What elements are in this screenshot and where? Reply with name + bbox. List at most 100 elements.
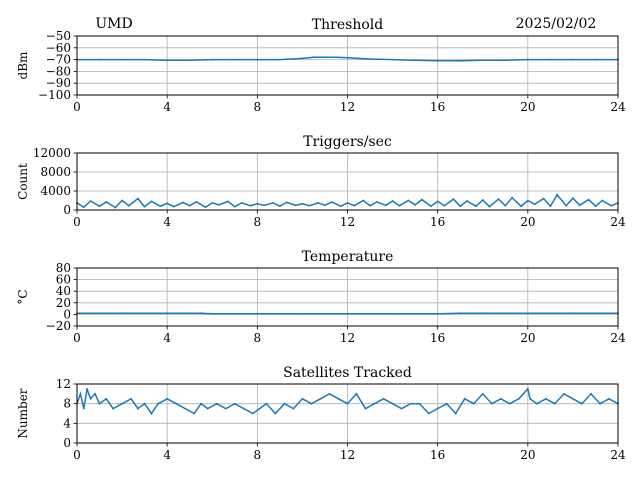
data-point [382,397,385,400]
y-tick-label: 12 [56,377,71,391]
data-point [206,407,209,410]
data-point [279,205,281,208]
data-point [308,204,311,207]
data-point [590,392,592,395]
data-point [98,205,101,208]
x-tick-label: 16 [430,448,445,462]
data-point [554,402,556,405]
y-axis-label: dBm [16,51,30,80]
data-point [430,205,432,208]
data-point [599,402,601,405]
data-point [436,59,439,62]
data-point [173,205,175,208]
y-tick-label: 60 [56,273,71,287]
data-point [328,392,331,395]
x-tick-label: 20 [520,215,535,229]
y-tick-label: 40 [56,284,71,298]
data-point [301,57,304,60]
data-point [159,205,162,208]
y-axis-label: Number [16,388,30,438]
y-tick-label: 8000 [40,165,71,179]
x-tick-label: 4 [163,448,171,462]
data-point [409,402,412,405]
data-point [601,199,604,202]
data-point [572,312,574,315]
data-point [353,204,356,207]
y-tick-label: 0 [63,203,71,217]
y-tick-label: 0 [63,436,71,450]
data-point [407,199,410,202]
data-point [375,201,378,203]
data-point [242,407,245,410]
x-tick-label: 24 [610,100,626,114]
data-point [357,57,360,60]
data-point [335,56,338,59]
y-tick-label: 20 [56,296,71,310]
data-point [414,203,416,206]
x-tick-label: 16 [430,331,445,345]
data-point [218,203,220,206]
data-point [184,407,187,410]
data-point [526,312,529,315]
data-point [610,204,613,207]
data-point [310,402,313,405]
data-point [233,402,236,405]
x-tick-label: 0 [73,100,81,114]
data-point [549,205,552,208]
x-tick-label: 16 [430,100,445,114]
data-point [195,201,198,203]
series-line-0 [76,387,619,415]
x-tick-label: 4 [163,215,171,229]
data-point [373,402,376,405]
data-point [488,205,491,208]
data-point [436,312,439,315]
data-point [346,312,349,315]
data-point [143,205,146,208]
data-point [346,202,349,204]
data-point [143,58,146,61]
data-point [301,312,304,315]
x-tick-label: 8 [254,100,262,114]
y-tick-label: 4000 [40,184,71,198]
data-point [200,312,202,315]
data-point [427,412,430,415]
data-point [324,204,326,207]
data-point [572,397,574,400]
data-point [364,407,367,410]
data-point [121,58,123,61]
y-tick-label: −60 [46,41,71,55]
y-tick-label: 12000 [33,146,71,160]
data-point [504,59,507,62]
panel-1: 0 4 8 12 16 20 24 0 4000 8000 12000 Triggers/sec Cou… [16,134,626,229]
data-point [211,58,214,61]
y-axis-label: °C [16,289,30,304]
data-point [594,58,597,61]
x-tick-label: 20 [520,100,535,114]
data-point [414,59,416,62]
data-point [572,58,574,61]
data-point [475,205,477,208]
data-point [233,205,236,208]
panel-3: 0 4 8 12 16 20 24 0 4 8 12 Satellites Tracked Number [16,365,626,462]
data-point [166,59,169,62]
data-point [346,402,349,405]
data-point [157,402,160,405]
data-point [127,204,130,207]
data-point [481,392,484,395]
data-point [391,200,394,202]
data-point [285,201,288,204]
x-tick-label: 12 [340,215,355,229]
data-point [324,56,326,59]
data-point [391,312,394,315]
y-axis-label: Count [16,163,30,200]
data-point [511,196,513,199]
data-point [466,200,468,202]
data-point [369,58,371,60]
data-point [94,392,96,395]
data-point [188,59,191,62]
data-point [504,204,507,207]
data-point [459,205,462,208]
data-point [105,397,108,400]
data-point [454,412,457,415]
data-point [272,202,274,204]
